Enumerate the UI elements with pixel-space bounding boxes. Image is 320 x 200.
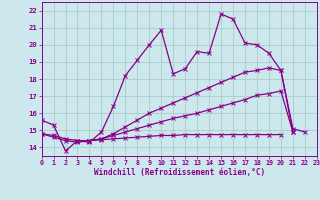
X-axis label: Windchill (Refroidissement éolien,°C): Windchill (Refroidissement éolien,°C): [94, 168, 265, 177]
